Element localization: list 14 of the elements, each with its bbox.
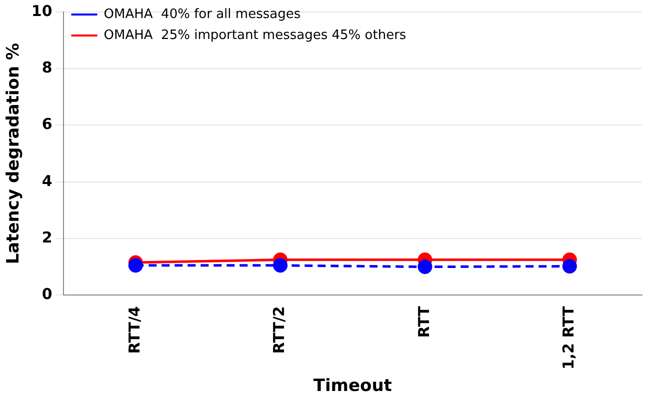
y-axis-title: Latency degradation % <box>4 42 24 264</box>
x-axis-title: Timeout <box>313 376 392 396</box>
y-tick-label: 6 <box>42 115 52 134</box>
y-tick-label: 10 <box>31 2 52 20</box>
x-tick-label: RTT/4 <box>126 306 144 354</box>
y-tick-label: 4 <box>42 172 52 190</box>
y-tick-label: 0 <box>42 285 52 304</box>
y-tick-label: 8 <box>42 58 52 77</box>
x-tick-label: 1,2 RTT <box>560 305 578 370</box>
y-tick-label: 2 <box>42 228 52 246</box>
legend-label: OMAHA 25% important messages 45% others <box>104 28 406 43</box>
legend-label: OMAHA 40% for all messages <box>104 6 301 22</box>
x-tick-label: RTT/2 <box>270 306 288 354</box>
x-tick-label: RTT <box>414 305 433 338</box>
